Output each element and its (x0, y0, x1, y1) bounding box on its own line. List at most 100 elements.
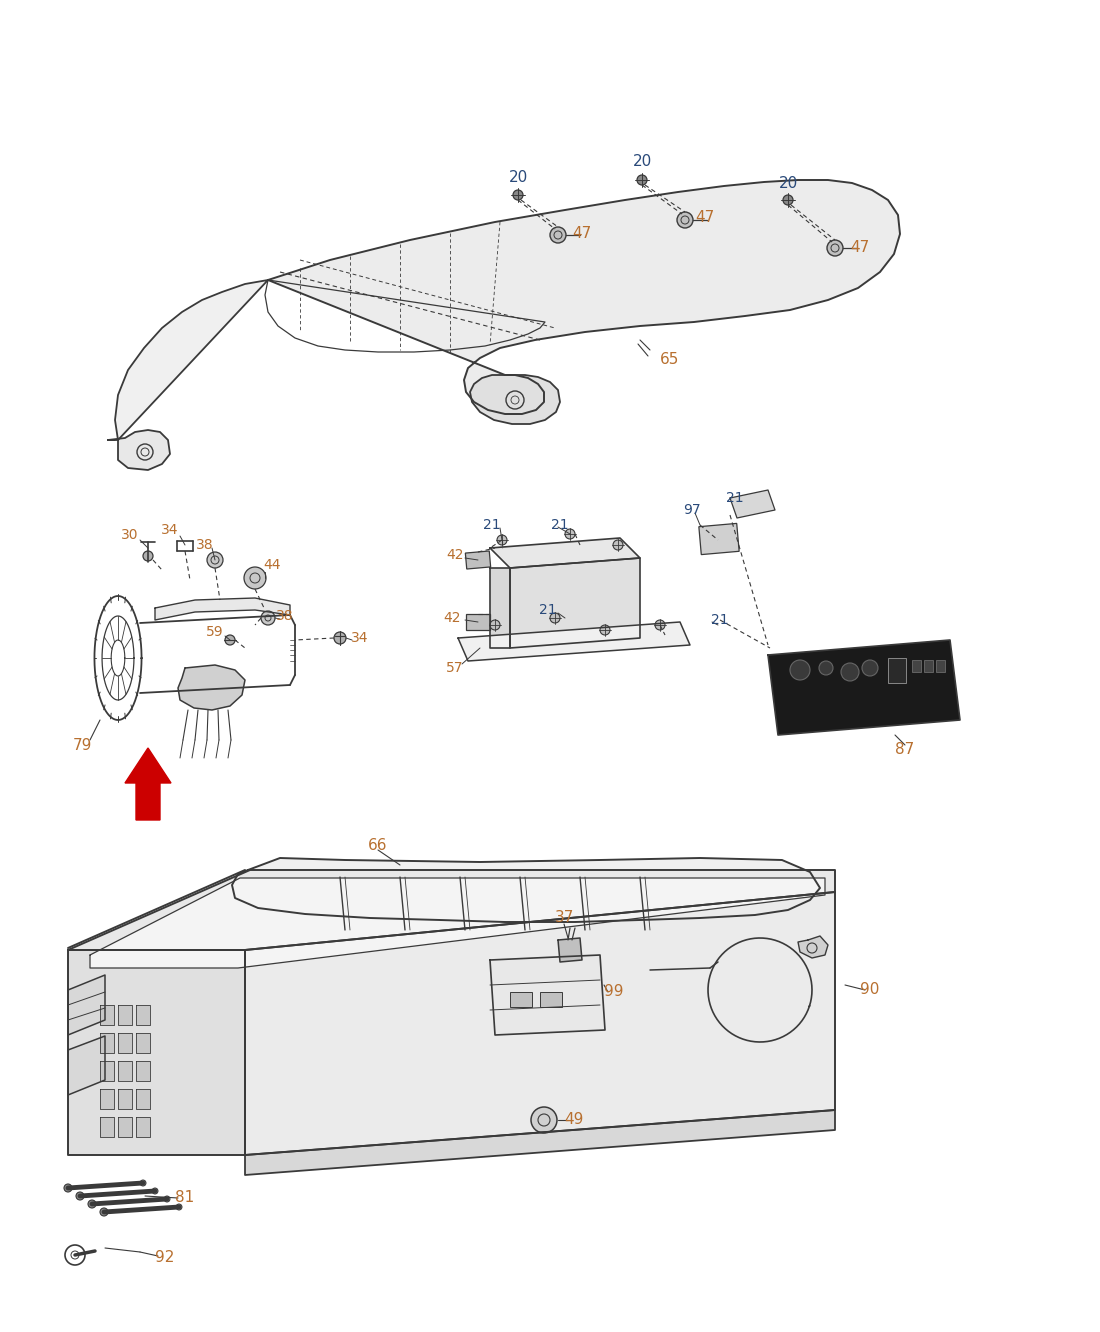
Text: 99: 99 (604, 984, 624, 999)
Text: 44: 44 (263, 558, 280, 571)
Text: 38: 38 (276, 609, 294, 623)
Polygon shape (118, 1006, 132, 1026)
Circle shape (565, 529, 575, 539)
Circle shape (820, 661, 833, 675)
Text: 34: 34 (351, 631, 369, 645)
Polygon shape (118, 1062, 132, 1082)
Polygon shape (136, 1118, 150, 1138)
Circle shape (207, 551, 223, 567)
Polygon shape (118, 1118, 132, 1138)
Polygon shape (108, 430, 170, 470)
Polygon shape (100, 1090, 114, 1110)
Circle shape (100, 1208, 108, 1216)
Circle shape (76, 1192, 84, 1200)
Bar (888, 658, 906, 683)
Polygon shape (558, 938, 582, 962)
Text: 20: 20 (632, 155, 651, 169)
Polygon shape (178, 665, 245, 710)
Circle shape (862, 659, 878, 677)
Text: 47: 47 (850, 240, 870, 254)
Bar (540, 992, 562, 1007)
Text: 37: 37 (554, 911, 574, 926)
Circle shape (244, 567, 266, 589)
Circle shape (654, 619, 666, 630)
Text: 20: 20 (779, 176, 798, 190)
Polygon shape (245, 1110, 835, 1175)
Circle shape (783, 194, 793, 205)
Polygon shape (100, 1006, 114, 1026)
Circle shape (827, 240, 843, 256)
Polygon shape (68, 1036, 104, 1095)
Text: 87: 87 (895, 742, 914, 758)
Text: 59: 59 (206, 625, 223, 639)
Text: 42: 42 (443, 611, 461, 625)
Polygon shape (232, 858, 820, 922)
Text: 65: 65 (660, 353, 680, 368)
Polygon shape (458, 622, 690, 661)
Circle shape (490, 619, 500, 630)
Circle shape (513, 190, 522, 200)
Circle shape (88, 1200, 96, 1208)
Text: 47: 47 (695, 210, 715, 225)
Circle shape (613, 539, 623, 550)
Polygon shape (118, 1090, 132, 1110)
Polygon shape (100, 1062, 114, 1082)
Text: 49: 49 (564, 1112, 584, 1127)
Polygon shape (100, 1118, 114, 1138)
Polygon shape (136, 1034, 150, 1054)
Circle shape (790, 659, 810, 681)
Text: 21: 21 (726, 492, 744, 505)
Text: 92: 92 (155, 1251, 175, 1265)
Text: 21: 21 (712, 613, 729, 627)
Bar (936, 659, 945, 673)
Polygon shape (245, 892, 835, 1155)
Circle shape (176, 1204, 182, 1209)
Circle shape (164, 1196, 170, 1201)
Circle shape (550, 226, 566, 242)
Circle shape (334, 631, 346, 643)
Polygon shape (768, 639, 960, 735)
Bar (924, 659, 933, 673)
Bar (698, 523, 739, 554)
Polygon shape (136, 1090, 150, 1110)
Circle shape (64, 1184, 72, 1192)
Polygon shape (490, 538, 640, 567)
Polygon shape (490, 955, 605, 1035)
Text: 42: 42 (447, 547, 464, 562)
Text: 81: 81 (175, 1191, 195, 1205)
Polygon shape (730, 490, 776, 518)
Text: 20: 20 (508, 170, 528, 185)
Text: 21: 21 (483, 518, 500, 531)
Text: 57: 57 (447, 661, 464, 675)
Polygon shape (470, 376, 560, 424)
Bar (465, 551, 491, 569)
Text: 34: 34 (162, 523, 178, 537)
Circle shape (143, 551, 153, 561)
Polygon shape (68, 870, 835, 950)
Circle shape (226, 635, 235, 645)
Text: 30: 30 (121, 527, 139, 542)
Text: 66: 66 (368, 838, 387, 852)
Polygon shape (490, 567, 510, 647)
Text: 97: 97 (683, 503, 701, 517)
Polygon shape (155, 598, 290, 619)
Polygon shape (118, 1034, 132, 1054)
Bar (912, 659, 921, 673)
Polygon shape (798, 936, 828, 958)
Polygon shape (116, 280, 268, 440)
Text: 21: 21 (551, 518, 569, 531)
Bar (466, 614, 490, 630)
Polygon shape (68, 975, 104, 1035)
Circle shape (261, 611, 275, 625)
Circle shape (550, 613, 560, 623)
Polygon shape (68, 950, 245, 1155)
Text: 90: 90 (860, 983, 880, 998)
Circle shape (152, 1188, 158, 1193)
Polygon shape (268, 180, 900, 414)
Circle shape (497, 535, 507, 545)
Polygon shape (136, 1006, 150, 1026)
Text: 21: 21 (539, 603, 557, 617)
Circle shape (531, 1107, 557, 1134)
Bar (510, 992, 532, 1007)
Circle shape (842, 663, 859, 681)
